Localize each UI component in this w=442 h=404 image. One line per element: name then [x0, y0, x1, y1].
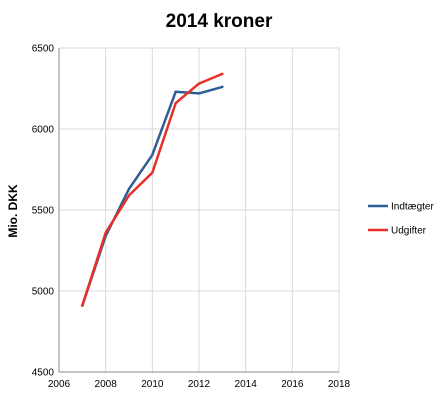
data-point	[127, 194, 131, 197]
y-tick-label: 6500	[32, 44, 55, 55]
data-point	[174, 101, 177, 105]
x-tick-label: 2010	[141, 379, 164, 390]
x-tick-label: 2012	[188, 379, 211, 390]
x-tick-label: 2008	[95, 379, 118, 390]
legend-label: Udgifter	[391, 226, 427, 237]
data-point	[104, 231, 107, 234]
series-lines	[81, 72, 224, 307]
x-tick-label: 2014	[235, 379, 258, 390]
chart-title: 2014 kroner	[166, 11, 273, 32]
grid	[58, 47, 340, 373]
x-tick-label: 2018	[328, 379, 351, 390]
x-tick-label: 2016	[281, 379, 304, 390]
data-point	[81, 304, 84, 307]
legend: Indtægter Udgifter	[368, 202, 434, 237]
y-tick-label: 5000	[32, 287, 55, 298]
data-point	[151, 171, 154, 174]
y-axis-label: Mio. DKK	[6, 184, 20, 238]
data-point	[221, 85, 224, 89]
data-point	[127, 187, 131, 191]
data-point	[174, 90, 177, 93]
data-point	[197, 92, 201, 95]
x-tick-label: 2006	[48, 379, 71, 390]
data-point	[221, 72, 224, 76]
axes: 4500 5000 5500 6000 6500 2006 2008 2010 2012 2014…	[32, 44, 351, 391]
y-tick-label: 4500	[32, 368, 55, 379]
data-point	[197, 82, 201, 85]
data-point	[151, 153, 154, 157]
y-tick-label: 5500	[32, 206, 55, 217]
y-tick-label: 6000	[32, 125, 55, 136]
legend-label: Indtægter	[391, 202, 434, 213]
